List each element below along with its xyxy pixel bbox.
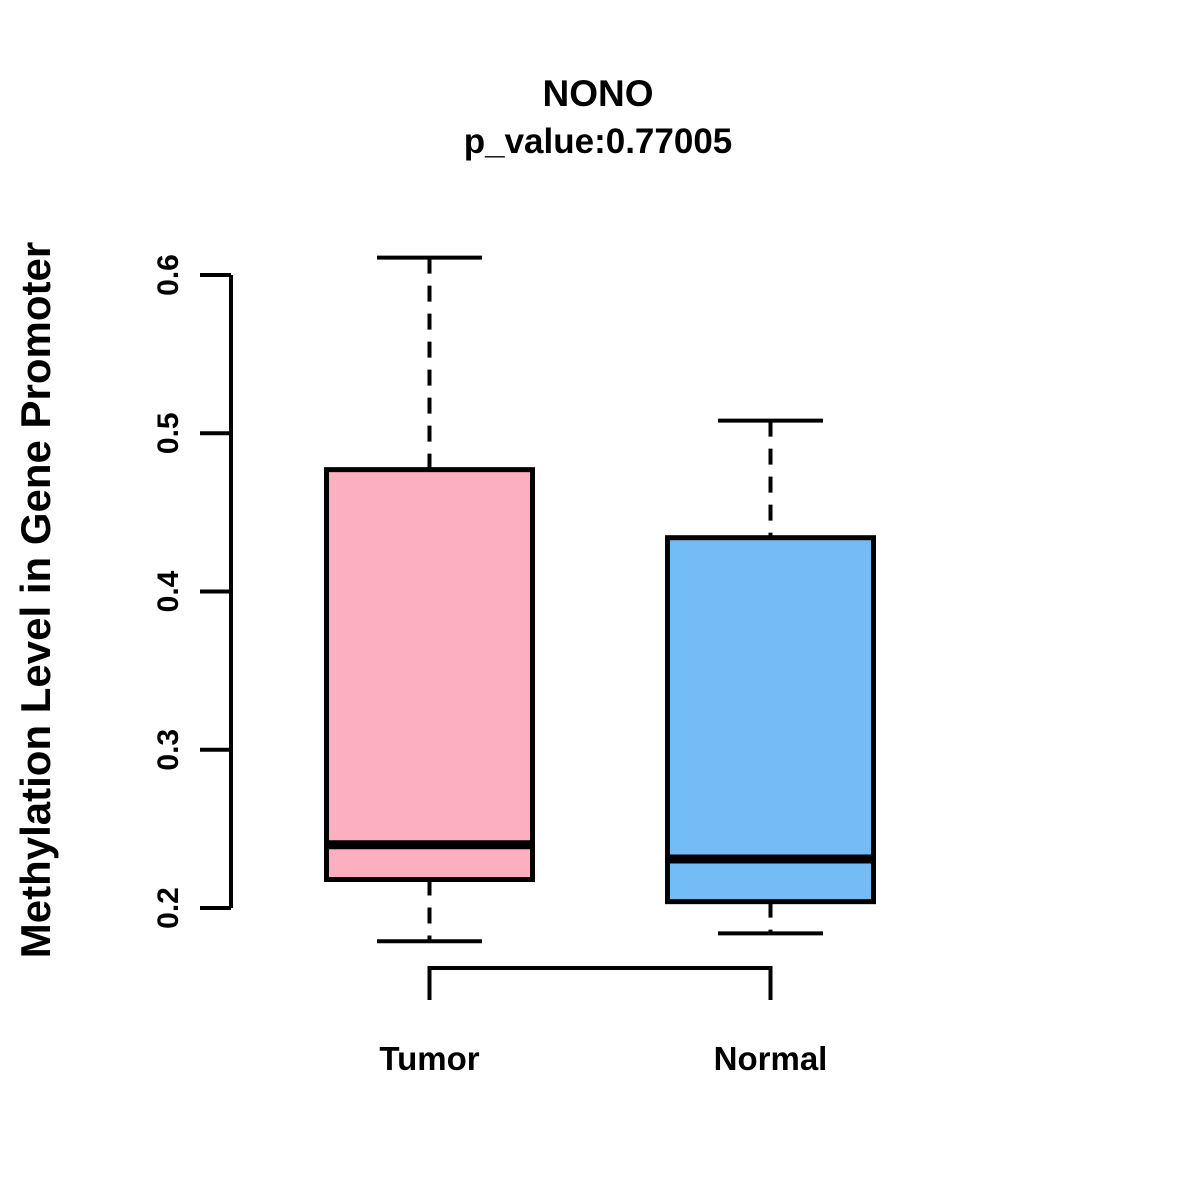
y-tick-label: 0.6 — [152, 254, 185, 296]
y-tick-label: 0.5 — [152, 412, 185, 454]
y-tick-label: 0.2 — [152, 887, 185, 929]
y-axis-label: Methylation Level in Gene Promoter — [12, 242, 59, 958]
box-series — [324, 255, 876, 944]
category-label: Normal — [714, 1040, 828, 1077]
x-category-labels: Tumor Normal — [379, 1040, 827, 1077]
comparison-bracket — [427, 966, 773, 1000]
chart-subtitle: p_value:0.77005 — [464, 122, 733, 161]
y-tick-label: 0.4 — [152, 570, 185, 612]
category-label: Tumor — [379, 1040, 479, 1077]
comparison-bracket-line — [427, 966, 773, 1000]
iqr-box — [324, 467, 535, 883]
iqr-box — [665, 535, 876, 905]
y-tick-label: 0.3 — [152, 729, 185, 771]
chart-title: NONO — [543, 73, 654, 114]
y-axis: 0.2 0.3 0.4 0.5 0.6 — [152, 254, 233, 929]
